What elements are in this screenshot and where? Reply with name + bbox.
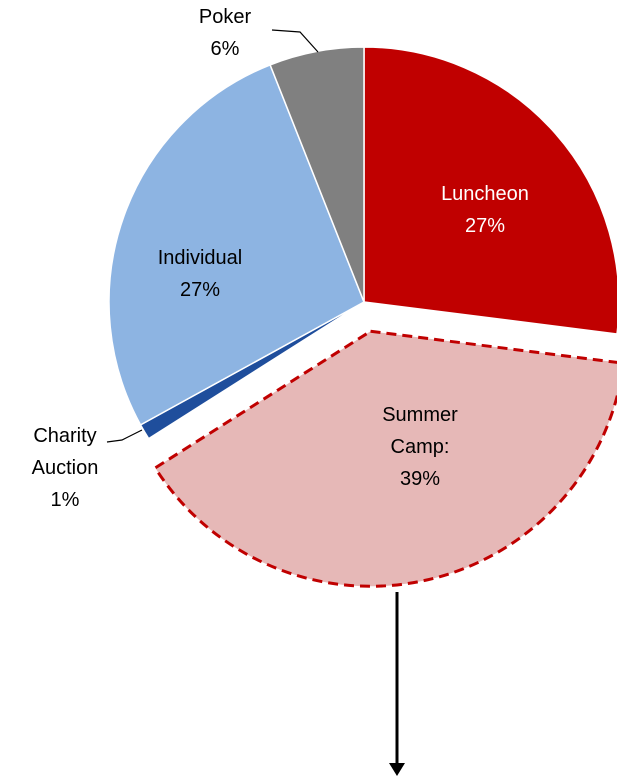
pie-slice — [269, 46, 365, 303]
pie-slice — [153, 329, 617, 588]
value-label: 6% — [210, 38, 240, 60]
pie-slice — [108, 63, 365, 426]
category-label: Luncheon — [441, 183, 529, 205]
category-label: Individual — [157, 247, 243, 269]
value-label: 1% — [50, 489, 80, 511]
leader-line — [271, 29, 319, 53]
pie-slice — [363, 46, 617, 335]
leader-line — [106, 429, 143, 443]
value-label: 39% — [399, 468, 441, 490]
slice-label: Luncheon 27% — [425, 178, 545, 242]
slice-label: Charity Auction 1% — [25, 420, 105, 516]
slice-label: Summer Camp: 39% — [375, 399, 465, 495]
category-label: Charity Auction — [31, 425, 99, 479]
slice-label: Individual 27% — [140, 242, 260, 306]
value-label: 27% — [179, 279, 221, 301]
category-label: Summer Camp: — [382, 404, 458, 458]
arrow-head — [389, 763, 405, 776]
value-label: 27% — [464, 215, 506, 237]
slice-label: Poker 6% — [185, 1, 265, 65]
category-label: Poker — [198, 6, 252, 28]
